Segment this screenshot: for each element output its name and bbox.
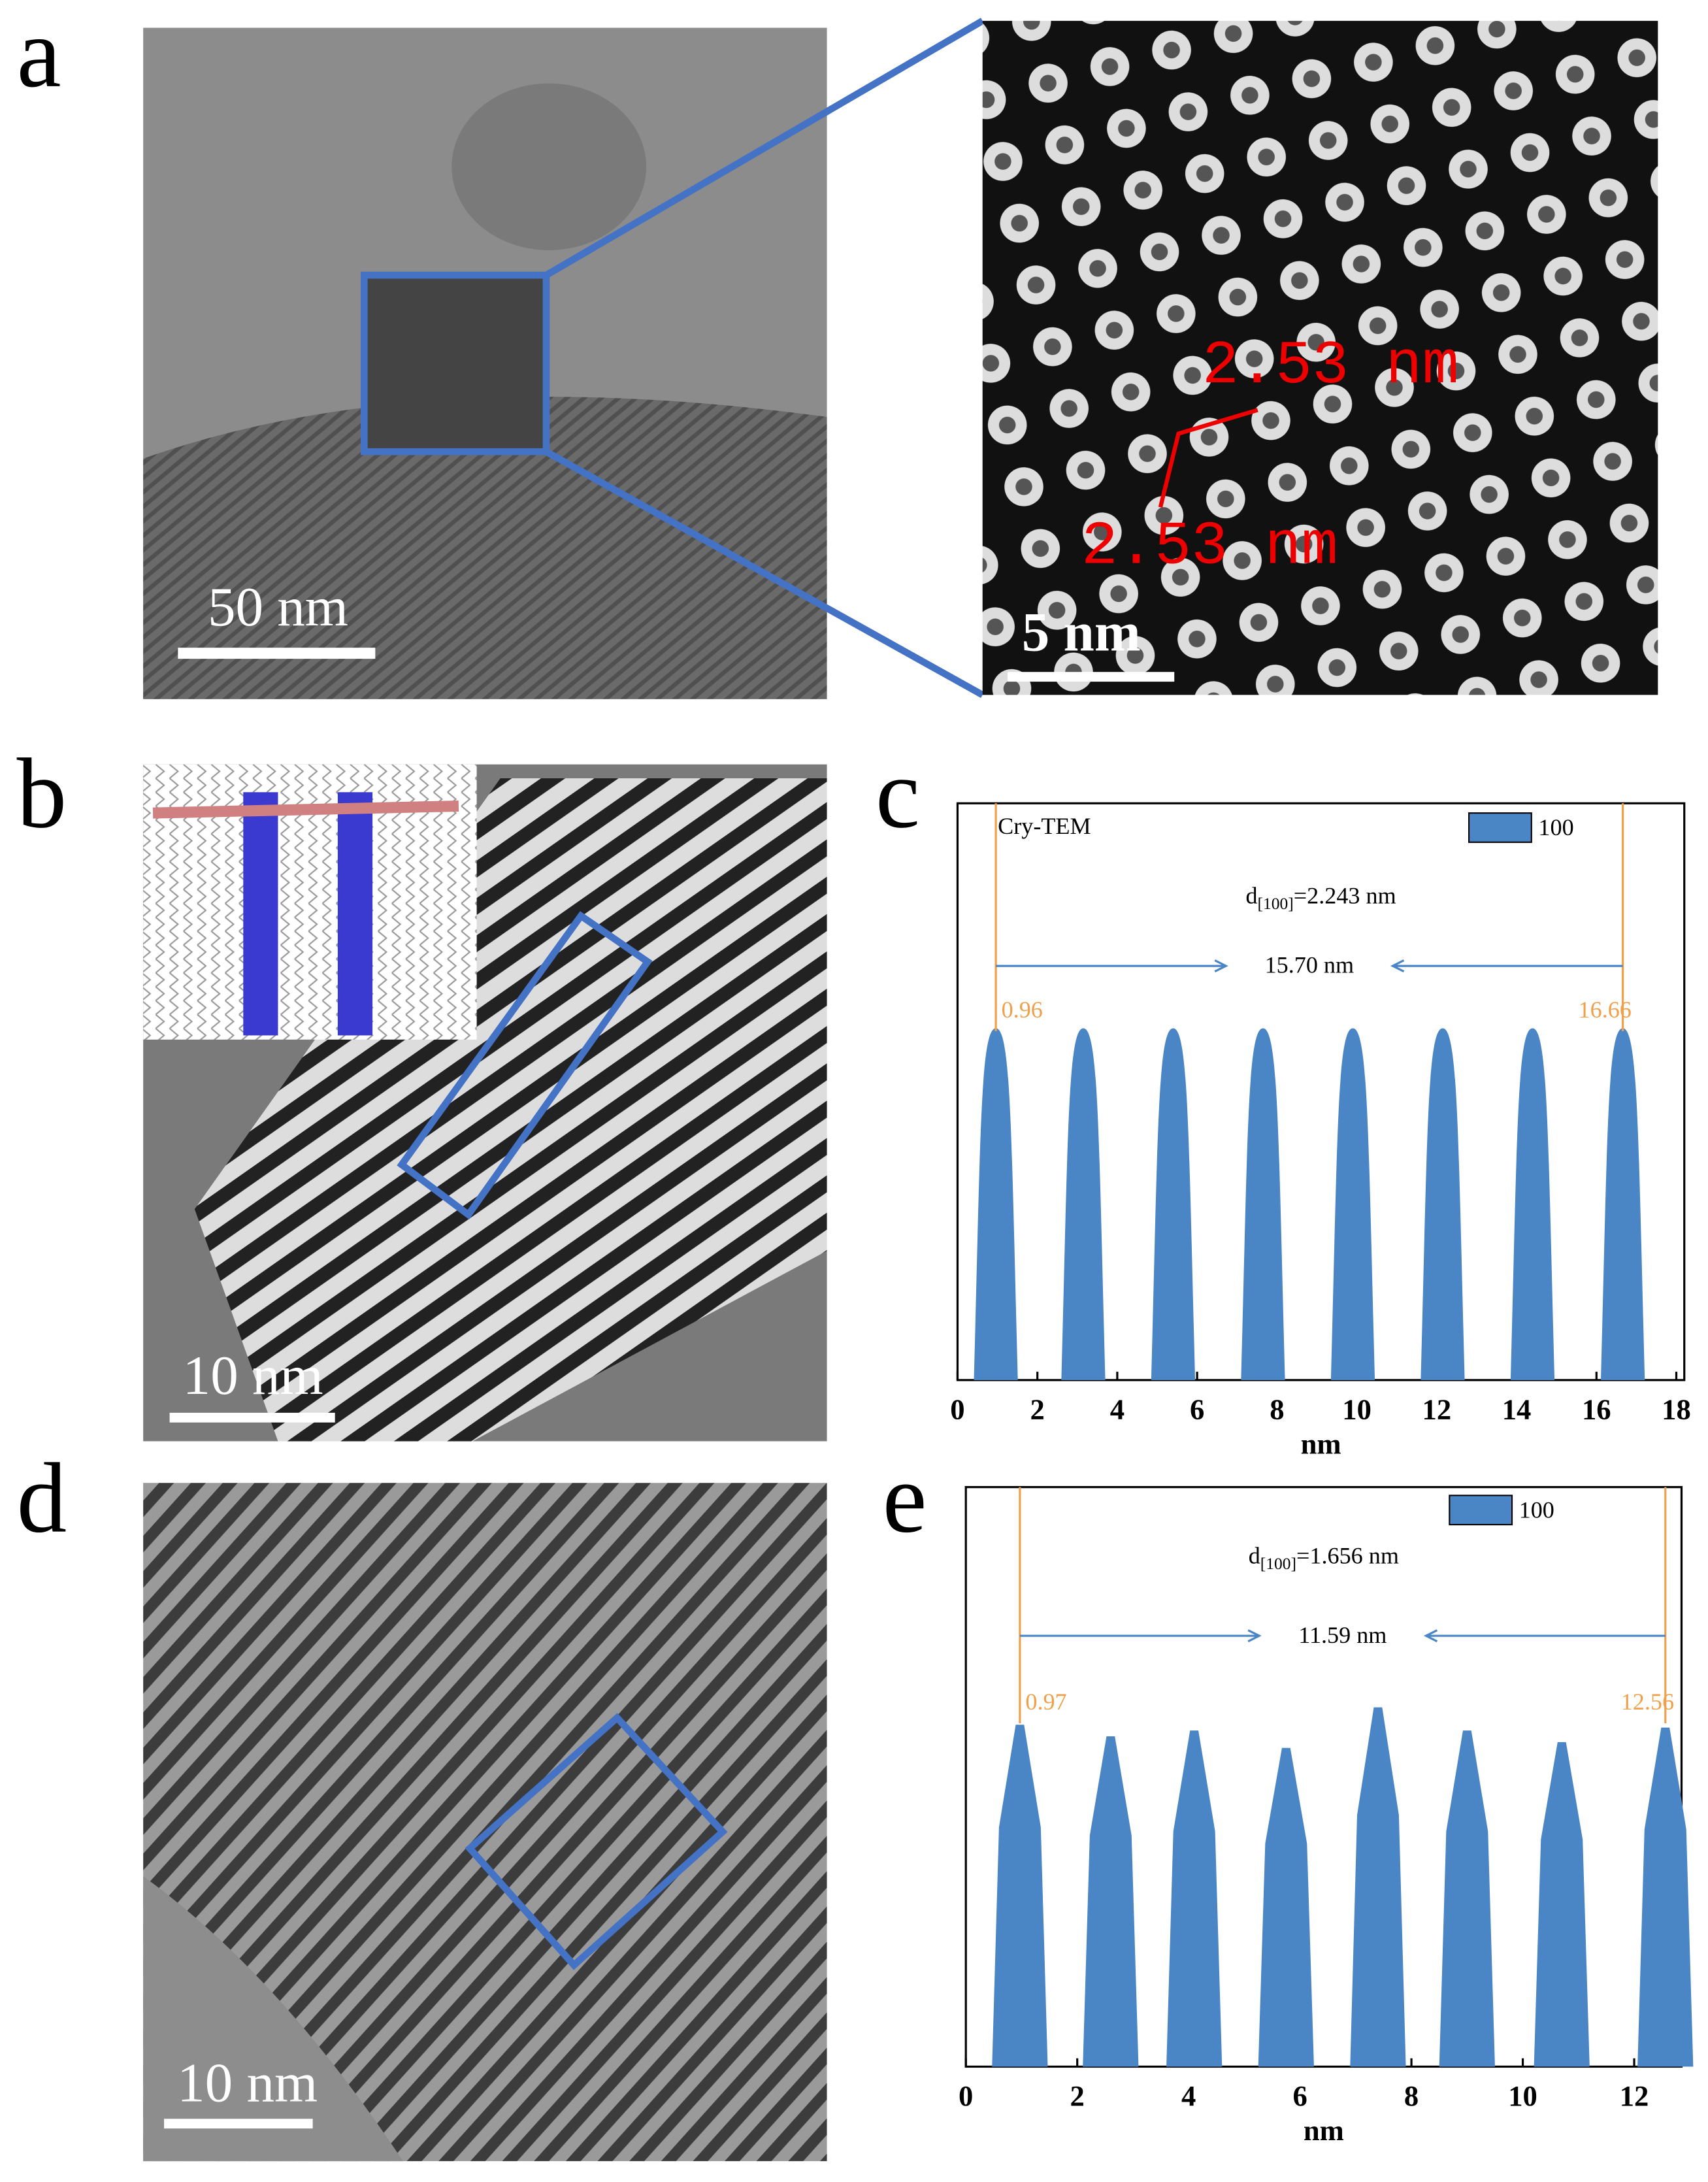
tem-region	[143, 397, 827, 699]
marker-label: 0.96	[1002, 997, 1043, 1023]
marker-label: 12.56	[1621, 1689, 1674, 1715]
scale-label: 5 nm	[1022, 601, 1141, 663]
inset-structure	[337, 792, 373, 1036]
x-tick-label: 18	[1662, 1393, 1691, 1425]
tem-region	[143, 1876, 403, 2162]
tem-region	[452, 83, 647, 250]
x-tick-label: 0	[950, 1393, 964, 1425]
plot-frame	[956, 802, 1686, 1381]
tem-region	[194, 778, 827, 1442]
roi-box	[397, 911, 653, 1220]
marker-label: 16.66	[1579, 997, 1632, 1023]
spacing-label: 2.53 nm	[1202, 332, 1459, 401]
d-rest: =1.656 nm	[1296, 1543, 1399, 1569]
legend-label: 100	[1538, 814, 1573, 840]
scale-label: 50 nm	[208, 576, 348, 638]
x-tick-label: 10	[1342, 1393, 1371, 1425]
d-main: d	[1245, 882, 1257, 908]
zoom-line	[544, 448, 985, 699]
peak	[1510, 1028, 1555, 1380]
x-axis-label: nm	[1301, 1428, 1341, 1461]
scale-label: 10 nm	[183, 1345, 323, 1406]
span-arrow	[1423, 1629, 1666, 1643]
peak	[1330, 1028, 1375, 1380]
peak	[1601, 1028, 1645, 1380]
legend-swatch	[1449, 1495, 1513, 1526]
peak	[1241, 1028, 1285, 1380]
peak	[1439, 1730, 1495, 2067]
x-tick-label: 10	[1508, 2079, 1537, 2112]
span-label: 11.59 nm	[1298, 1622, 1387, 1648]
legend-label: 100	[1519, 1496, 1554, 1523]
x-tick-label: 14	[1502, 1393, 1532, 1425]
peak	[974, 1028, 1018, 1380]
legend-swatch	[1468, 812, 1532, 843]
peak	[1151, 1028, 1196, 1380]
panel-label: c	[876, 738, 920, 849]
panel-label: d	[17, 1444, 67, 1554]
annotation: Cry-TEM	[998, 813, 1091, 839]
x-tick-label: 12	[1422, 1393, 1451, 1425]
inset-structure	[243, 792, 278, 1036]
zoom-box	[361, 271, 550, 455]
inset-structure	[152, 801, 459, 819]
d-sub: [100]	[1258, 894, 1294, 913]
panel-label: e	[883, 1444, 927, 1554]
d-spacing-label: d[100]=1.656 nm	[1249, 1543, 1399, 1574]
plot-frame	[964, 1486, 1683, 2068]
marker-label: 0.97	[1025, 1689, 1066, 1715]
peak	[1166, 1730, 1223, 2067]
panel-label: a	[17, 0, 61, 108]
span-arrow	[1019, 1629, 1262, 1643]
peak	[1637, 1727, 1694, 2067]
x-tick-label: 8	[1404, 2079, 1419, 2112]
peak	[992, 1725, 1048, 2067]
scale-label: 10 nm	[177, 2053, 318, 2114]
span-label: 15.70 nm	[1265, 952, 1355, 978]
tem-region	[364, 275, 546, 452]
d-rest: =2.243 nm	[1294, 882, 1396, 908]
span-arrow	[1390, 959, 1623, 973]
x-tick-label: 0	[959, 2079, 973, 2112]
peak	[1258, 1747, 1314, 2067]
x-tick-label: 4	[1110, 1393, 1125, 1425]
spacing-label: 2.53 nm	[1081, 512, 1338, 582]
x-tick-label: 2	[1030, 1393, 1045, 1425]
spacing-line	[1158, 408, 1258, 508]
x-tick-label: 6	[1190, 1393, 1204, 1425]
panel-label: b	[17, 738, 67, 849]
peak	[1083, 1736, 1139, 2067]
x-tick-label: 6	[1292, 2079, 1307, 2112]
tem-zoom-image	[982, 20, 1658, 695]
x-tick-label: 2	[1070, 2079, 1085, 2112]
peak	[1350, 1707, 1406, 2067]
peak	[1061, 1028, 1106, 1380]
peak	[1534, 1742, 1590, 2067]
roi-box	[465, 1713, 728, 1970]
span-arrow	[996, 959, 1228, 973]
zoom-line	[544, 18, 985, 278]
d-main: d	[1249, 1543, 1260, 1569]
d-sub: [100]	[1260, 1554, 1296, 1573]
x-tick-label: 8	[1270, 1393, 1284, 1425]
x-tick-label: 12	[1620, 2079, 1649, 2112]
x-tick-label: 16	[1582, 1393, 1611, 1425]
x-tick-label: 4	[1181, 2079, 1196, 2112]
peak	[1421, 1028, 1465, 1380]
x-axis-label: nm	[1304, 2114, 1344, 2147]
d-spacing-label: d[100]=2.243 nm	[1245, 882, 1396, 913]
